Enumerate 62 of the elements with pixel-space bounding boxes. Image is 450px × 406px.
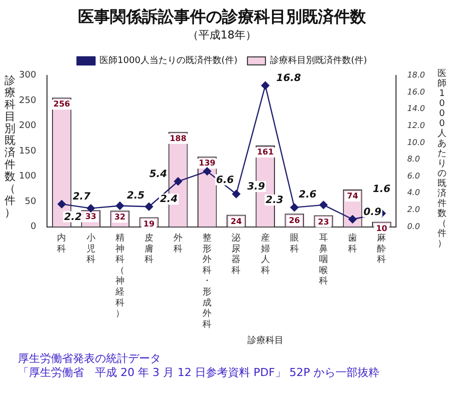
y2-tick-label: 10.0 [407,138,425,147]
y2-tick-label: 2.0 [407,205,420,214]
data-label: 16.8 [276,73,302,84]
y-tick-label: 250 [18,96,36,106]
legend-label: 医師1000人当たりの既済件数(件) [100,55,238,66]
x-tick-label: 耳鼻咽喉科 [318,234,328,287]
data-label: 6.6 [216,174,234,186]
x-tick-label: 外科 [174,232,183,254]
legend-label: 診療科目別既済件数(件) [270,55,367,66]
data-label: 19 [143,219,155,228]
data-label: 1.6 [372,184,391,195]
chart-subtitle: （平成18年） [188,28,256,42]
text: 診療科目別既済件数（件） [4,74,16,219]
data-label: 3.9 [247,182,265,193]
chart-title: 医事関係訴訟事件の診療科目別既済件数 [78,6,367,26]
x-axis-title: 診療科目 [247,334,284,346]
y2-tick-label: 16.0 [407,87,425,96]
data-label: 23 [318,217,330,226]
data-label: 26 [288,216,300,225]
data-label: 161 [256,148,274,157]
x-tick-label: 麻酔科 [377,232,386,266]
data-label: 2.7 [72,192,90,203]
data-label: 2.4 [160,194,178,206]
data-label: 2.5 [126,190,145,202]
text: 医師1000人あたりの既済件数（件） [438,69,446,250]
x-tick-label: 泌尿器科 [232,232,241,276]
y2-tick-label: 12.0 [407,120,425,130]
x-tick-label: 内科 [57,232,66,254]
text: 「厚生労働省 平成 20 年 3 月 12 日参考資料 PDF」 52P から一部抜粋 [18,366,380,380]
data-label: 2.3 [266,195,284,206]
data-label: 33 [85,212,96,222]
data-label: 256 [53,100,70,109]
data-label: 74 [346,192,359,201]
text: 厚生労働省発表の統計データ [18,352,162,366]
data-label: 5.4 [149,168,168,180]
y-tick-label: 300 [18,70,36,81]
data-label: 0.9 [364,206,382,218]
y2-tick-label: 4.0 [407,188,420,198]
y2-tick-label: 8.0 [407,154,420,164]
x-tick-label: 小児科 [86,232,96,266]
x-tick-label: 産婦人科 [260,232,270,276]
y2-tick-label: 0.0 [407,222,420,231]
y2-tick-label: 14.0 [407,104,425,114]
data-label: 2.2 [64,212,82,223]
x-tick-label: 眼科 [290,232,299,254]
y-tick-label: 100 [18,172,36,182]
category-label: 整形外科・形成外科 [202,234,212,330]
x-tick-label: 精神科（神経科） [114,232,124,320]
data-label: 10 [376,224,388,233]
y2-tick-label: 18.0 [407,70,425,80]
y-tick-label: 50 [24,196,36,207]
x-tick-label: 歯科 [348,232,358,254]
data-label: 24 [230,216,242,226]
x-tick-label: 皮膚科 [144,232,154,266]
y-tick-label: 150 [18,146,36,156]
data-label: 32 [114,212,126,222]
y-tick-label: 0 [30,222,36,232]
data-label: 2.6 [298,190,317,201]
data-label: 139 [198,158,216,168]
y-tick-label: 200 [18,121,36,132]
data-label: 188 [170,134,187,143]
y2-tick-label: 6.0 [407,171,420,180]
